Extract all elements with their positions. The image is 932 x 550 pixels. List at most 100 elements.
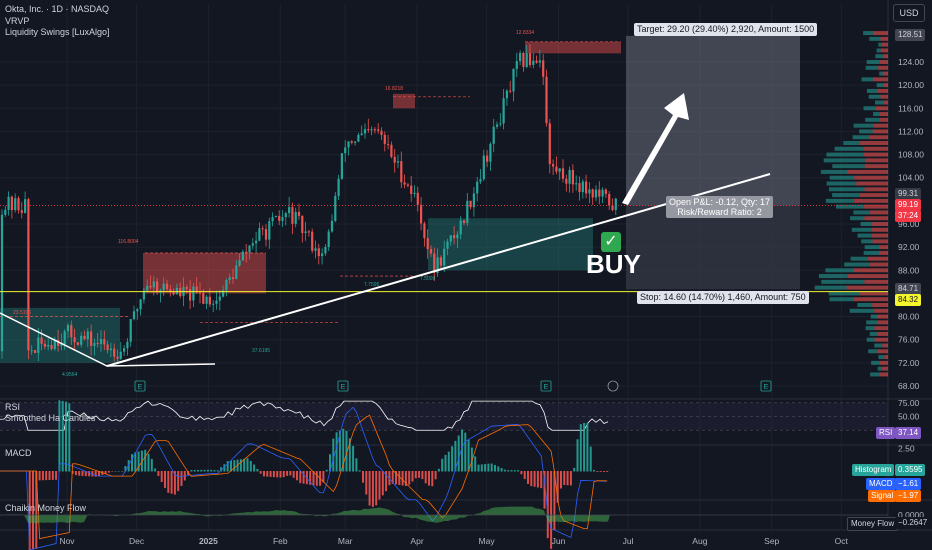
- macd-histogram-bar: [338, 430, 341, 472]
- candle-body: [330, 220, 334, 232]
- price-tag-current-b: 99.19: [895, 199, 922, 211]
- macd-title[interactable]: MACD: [5, 448, 32, 458]
- candle-body: [479, 179, 482, 182]
- y-tick-label: 124.00: [898, 57, 924, 67]
- price-tag-yellow: 84.32: [895, 294, 922, 306]
- candle-body: [73, 337, 76, 343]
- vrvp-bar-down: [873, 123, 888, 128]
- liquidity-box-may: [525, 41, 621, 54]
- macd-histogram-bar: [342, 428, 345, 472]
- rsi-title[interactable]: RSI: [5, 402, 21, 412]
- candle-body: [542, 60, 545, 77]
- candle-body: [162, 283, 165, 291]
- candle-body: [611, 205, 614, 210]
- smoothed-ha-title[interactable]: Smoothed Ha Candles: [5, 413, 96, 423]
- vrvp-bar-up: [874, 343, 883, 348]
- candle-body: [284, 213, 287, 218]
- macd-histogram-bar: [497, 466, 500, 472]
- candle-body: [297, 211, 301, 216]
- candle-body: [406, 184, 409, 186]
- macd-histogram-bar: [35, 471, 38, 549]
- candle-body: [50, 344, 53, 350]
- vrvp-bar-down: [871, 227, 888, 232]
- candle-body: [396, 161, 400, 163]
- candle-body: [86, 331, 89, 340]
- indicator-liquidity-swings[interactable]: Liquidity Swings [LuxAlgo]: [5, 27, 110, 37]
- currency-button[interactable]: USD: [893, 4, 925, 22]
- macd-histogram-bar: [45, 471, 48, 481]
- buy-check-icon: ✓: [601, 232, 621, 252]
- macd-histogram-bar: [137, 451, 140, 472]
- pnl-box: Open P&L: -0.12, Qty: 17 Risk/Reward Rat…: [666, 196, 774, 218]
- candle-body: [565, 178, 568, 184]
- candle-body: [27, 199, 30, 351]
- buy-label: BUY: [586, 249, 641, 279]
- macd-histogram-bar: [513, 470, 516, 472]
- candle-body: [24, 199, 27, 213]
- up-arrow: [622, 93, 689, 205]
- macd-histogram-bar: [536, 471, 539, 488]
- macd-histogram-bar: [579, 424, 582, 472]
- vrvp-bar-down: [879, 112, 888, 117]
- macd-histogram-bar: [480, 464, 483, 472]
- candle-body: [462, 220, 466, 224]
- vrvp-bar-down: [859, 141, 888, 145]
- vrvp-bar-down: [864, 187, 888, 192]
- macd-histogram-bar: [124, 466, 127, 472]
- candle-body: [509, 90, 512, 92]
- vrvp-bar-up: [825, 198, 854, 203]
- candle-body: [20, 210, 23, 213]
- candle-body: [588, 189, 591, 194]
- macd-histogram-bar: [329, 454, 331, 472]
- macd-histogram-bar: [477, 464, 480, 472]
- y-tick-label: 112.00: [898, 126, 924, 136]
- vrvp-bar-up: [823, 158, 865, 163]
- candle-body: [377, 129, 380, 131]
- candle-body: [106, 344, 109, 351]
- macd-badge: MACD: [866, 478, 896, 490]
- x-tick-label: Dec: [129, 536, 145, 546]
- candle-body: [423, 223, 426, 239]
- vrvp-bar-up: [866, 320, 878, 325]
- macd-histogram-bar: [190, 470, 193, 472]
- vrvp-bar-up: [865, 117, 880, 122]
- vrvp-bar-down: [877, 331, 888, 336]
- macd-histogram-bar: [560, 471, 562, 489]
- macd-histogram-bar: [269, 471, 272, 477]
- vrvp-bar-down: [863, 152, 888, 157]
- candle-body: [505, 90, 508, 99]
- swing-annotation: 116.8004: [118, 239, 139, 245]
- vrvp-bar-up: [857, 303, 873, 307]
- candle-body: [53, 340, 56, 350]
- macd-histogram-bar: [55, 471, 58, 480]
- macd-histogram-bar: [292, 471, 295, 478]
- candle-body: [126, 341, 129, 349]
- candle-body: [482, 155, 485, 180]
- candle-body: [558, 168, 561, 172]
- macd-histogram-bar: [362, 471, 364, 483]
- macd-histogram-bar: [111, 471, 114, 472]
- macd-histogram-bar: [48, 471, 51, 481]
- vrvp-bar-down: [856, 181, 888, 186]
- macd-histogram-bar: [464, 432, 467, 472]
- macd-histogram-bar: [140, 450, 143, 472]
- money-flow-value: −0.2647: [895, 517, 931, 529]
- vrvp-bar-up: [861, 77, 873, 82]
- macd-histogram-bar: [41, 471, 44, 481]
- vrvp-bar-up: [871, 360, 880, 365]
- macd-histogram-bar: [107, 471, 110, 473]
- candle-body: [258, 228, 261, 241]
- candle-body: [30, 350, 33, 352]
- candle-body: [350, 141, 353, 143]
- symbol-title[interactable]: Okta, Inc. · 1D · NASDAQ: [5, 4, 110, 14]
- macd-histogram-bar: [589, 446, 592, 472]
- price-axis: 124.00 120.00 116.00 112.00 108.00 104.00 96.0…: [898, 57, 924, 391]
- liquidity-box-apr: [428, 218, 593, 271]
- indicator-vrvp[interactable]: VRVP: [5, 16, 30, 26]
- macd-histogram-bar: [88, 471, 91, 477]
- vrvp-bar-down: [846, 285, 888, 290]
- cmf-title[interactable]: Chaikin Money Flow: [5, 503, 87, 513]
- macd-histogram-bar: [556, 471, 559, 503]
